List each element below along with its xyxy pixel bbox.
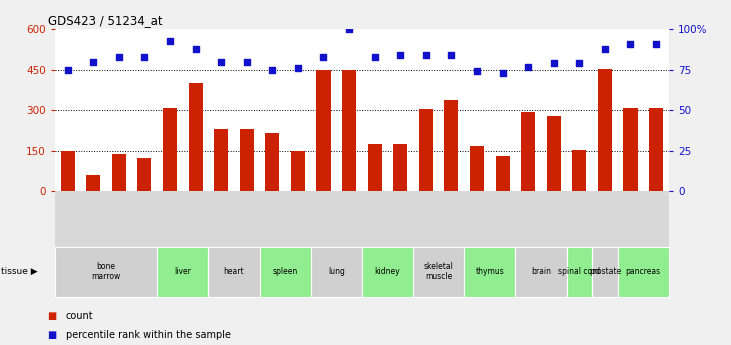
Text: count: count bbox=[66, 311, 94, 321]
Bar bbox=[598, 69, 612, 191]
Point bbox=[471, 69, 482, 74]
Point bbox=[445, 52, 457, 58]
Text: liver: liver bbox=[174, 267, 192, 276]
Text: bone
marrow: bone marrow bbox=[91, 262, 121, 281]
Bar bbox=[86, 175, 100, 191]
Text: thymus: thymus bbox=[475, 267, 504, 276]
Text: brain: brain bbox=[531, 267, 551, 276]
Point bbox=[266, 67, 278, 72]
Bar bbox=[470, 146, 484, 191]
Bar bbox=[368, 144, 382, 191]
Point bbox=[420, 52, 431, 58]
Text: kidney: kidney bbox=[374, 267, 401, 276]
Bar bbox=[55, 247, 157, 297]
Text: percentile rank within the sample: percentile rank within the sample bbox=[66, 330, 231, 339]
Bar bbox=[649, 108, 663, 191]
Point bbox=[164, 38, 175, 43]
Point bbox=[394, 52, 406, 58]
Text: lung: lung bbox=[327, 267, 345, 276]
Point bbox=[573, 61, 585, 66]
Text: pancreas: pancreas bbox=[626, 267, 661, 276]
Point bbox=[368, 54, 380, 60]
Bar bbox=[567, 247, 592, 297]
Point bbox=[240, 59, 252, 65]
Bar bbox=[464, 247, 515, 297]
Bar bbox=[624, 108, 637, 191]
Point bbox=[317, 54, 329, 60]
Bar bbox=[112, 154, 126, 191]
Bar bbox=[311, 247, 362, 297]
Bar bbox=[521, 112, 535, 191]
Bar bbox=[515, 247, 567, 297]
Bar bbox=[444, 100, 458, 191]
Text: spinal cord: spinal cord bbox=[558, 267, 600, 276]
Bar bbox=[362, 247, 413, 297]
Bar bbox=[393, 144, 407, 191]
Bar bbox=[317, 70, 330, 191]
Bar bbox=[413, 247, 464, 297]
Point bbox=[548, 61, 559, 66]
Point bbox=[599, 46, 610, 51]
Point bbox=[343, 27, 355, 32]
Bar bbox=[208, 247, 260, 297]
Bar bbox=[265, 134, 279, 191]
Point bbox=[113, 54, 124, 60]
Point bbox=[624, 41, 636, 47]
Point bbox=[215, 59, 227, 65]
Bar bbox=[572, 150, 586, 191]
Bar bbox=[163, 108, 177, 191]
Text: prostate: prostate bbox=[588, 267, 621, 276]
Text: heart: heart bbox=[224, 267, 244, 276]
Point bbox=[650, 41, 662, 47]
Text: spleen: spleen bbox=[273, 267, 298, 276]
Point bbox=[87, 59, 99, 65]
Text: ■: ■ bbox=[48, 330, 57, 339]
Point bbox=[61, 67, 73, 72]
Bar bbox=[342, 70, 356, 191]
Text: tissue ▶: tissue ▶ bbox=[1, 267, 37, 276]
Point bbox=[522, 64, 534, 69]
Point bbox=[189, 46, 201, 51]
Point bbox=[292, 66, 303, 71]
Bar bbox=[137, 158, 151, 191]
Bar bbox=[618, 247, 669, 297]
Bar bbox=[547, 116, 561, 191]
Bar bbox=[189, 83, 202, 191]
Bar bbox=[157, 247, 208, 297]
Text: GDS423 / 51234_at: GDS423 / 51234_at bbox=[48, 14, 162, 27]
Bar bbox=[240, 129, 254, 191]
Point bbox=[496, 70, 508, 76]
Bar bbox=[214, 129, 228, 191]
Bar bbox=[291, 151, 305, 191]
Text: skeletal
muscle: skeletal muscle bbox=[424, 262, 453, 281]
Bar bbox=[592, 247, 618, 297]
Bar bbox=[496, 156, 510, 191]
Point bbox=[138, 54, 150, 60]
Bar bbox=[61, 151, 75, 191]
Text: ■: ■ bbox=[48, 311, 57, 321]
Bar bbox=[260, 247, 311, 297]
Bar bbox=[419, 109, 433, 191]
